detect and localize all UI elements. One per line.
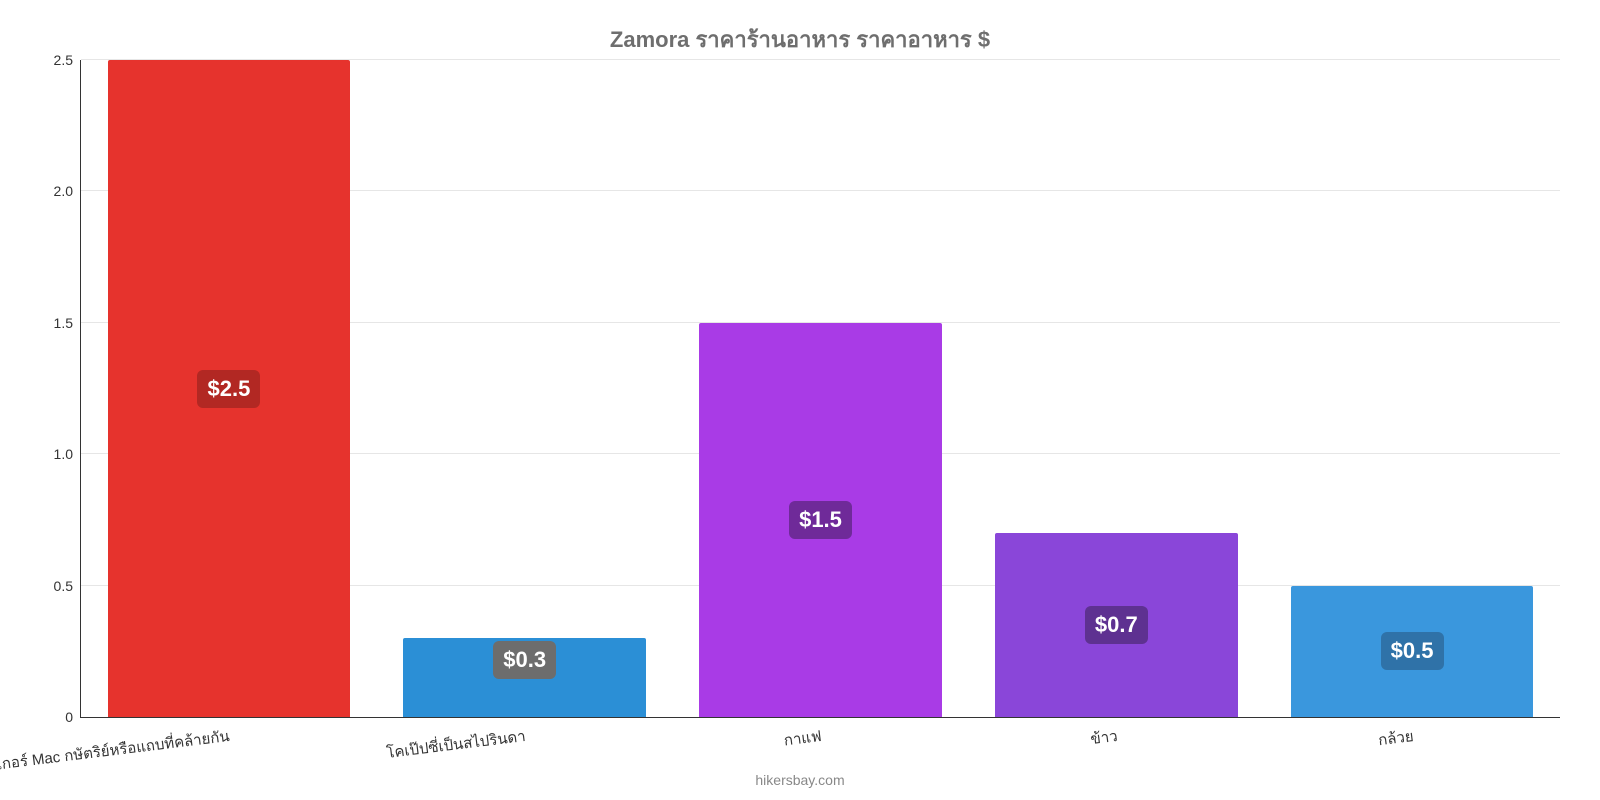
plot-area: $2.5$0.3$1.5$0.7$0.5 00.51.01.52.02.5 [80, 60, 1560, 718]
bar: $0.7 [995, 533, 1238, 717]
bar: $1.5 [699, 323, 942, 717]
bar-value-label: $1.5 [789, 501, 852, 539]
chart-container: Zamora ราคาร้านอาหาร ราคาอาหาร $ $2.5 $0.… [0, 0, 1600, 800]
y-tick-label: 0 [65, 709, 73, 725]
bar-slot: $0.5 [1264, 60, 1560, 717]
bars-row: $2.5 $0.3 $1.5 $0.7 $0.5 [81, 60, 1560, 717]
y-tick-label: 2.0 [54, 183, 73, 199]
bar-value-label: $0.3 [493, 641, 556, 679]
x-axis-label: กล้วย [1377, 724, 1415, 752]
bar: $0.5 [1291, 586, 1534, 717]
x-axis-label: ข้าว [1089, 724, 1119, 751]
bar-slot: $0.3 [377, 60, 673, 717]
x-axis-label: โคเป๊ปซี่เป็นสไปรินดา [385, 724, 527, 765]
bar-slot: $1.5 [673, 60, 969, 717]
y-tick-label: 0.5 [54, 578, 73, 594]
attribution: hikersbay.com [0, 772, 1600, 788]
bar-value-label: $0.5 [1381, 632, 1444, 670]
x-axis-label: กาแฟ [782, 724, 822, 752]
y-tick-label: 1.5 [54, 315, 73, 331]
bar-slot: $2.5 [81, 60, 377, 717]
bar: $2.5 [108, 60, 351, 717]
bar-slot: $0.7 [968, 60, 1264, 717]
chart-title: Zamora ราคาร้านอาหาร ราคาอาหาร $ [0, 22, 1600, 57]
bar-value-label: $0.7 [1085, 606, 1148, 644]
bar-value-label: $2.5 [197, 370, 260, 408]
y-tick-label: 2.5 [54, 52, 73, 68]
bar: $0.3 [403, 638, 646, 717]
y-tick-label: 1.0 [54, 446, 73, 462]
